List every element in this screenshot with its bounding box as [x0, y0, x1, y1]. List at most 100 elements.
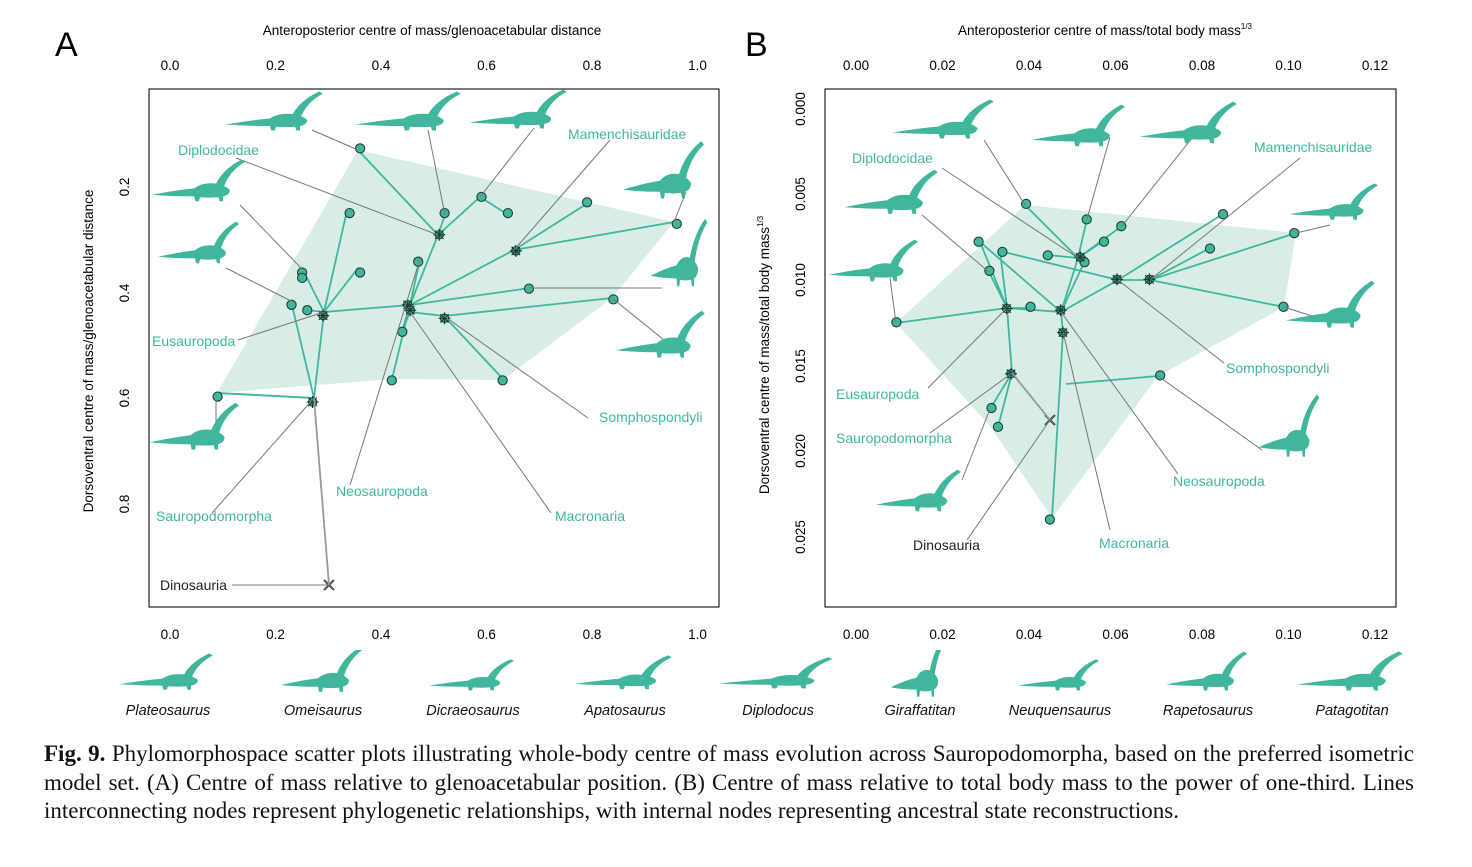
x-tick-label: 0.10 [1275, 58, 1301, 73]
tip-node-point [984, 265, 995, 276]
tip-node-point [997, 246, 1008, 258]
sauropod-silhouette-icon [1139, 101, 1237, 144]
x-tick-label: 0.6 [477, 58, 496, 73]
clade-label-eusauropoda: Eusauropoda [152, 333, 236, 349]
dicraeosaurus-silhouette-icon [428, 659, 514, 691]
x-tick-label: 0.6 [477, 627, 496, 642]
sauropod-silhouette-icon [225, 91, 323, 131]
panel-a-y-ticks: 0.2 0.4 0.6 0.8 [117, 178, 132, 514]
tip-node-point [302, 305, 313, 316]
caption-text: Phylomorphospace scatter plots illustrat… [44, 741, 1414, 823]
tip-node-point [1217, 209, 1229, 220]
sauropod-silhouette-icon [828, 239, 918, 282]
taxon-name: Plateosaurus [125, 703, 211, 719]
panel-b-top-axis-title: Anteroposterior centre of mass/total bod… [958, 22, 1253, 38]
x-tick-label: 0.00 [843, 58, 869, 73]
x-tick-label: 0.12 [1362, 58, 1388, 73]
taxon-name: Omeisaurus [283, 703, 363, 719]
x-tick-label: 0.0 [161, 58, 180, 73]
taxon-diplodocus: Diplodocus [703, 650, 853, 719]
panel-b-plot-frame [824, 88, 1397, 608]
panel-b-marks [891, 198, 1300, 525]
sauropod-silhouette-icon [875, 469, 961, 512]
x-tick-label: 1.0 [688, 58, 707, 73]
panel-b-leader-lines [889, 132, 1331, 541]
x-tick-label: 0.12 [1362, 627, 1388, 642]
panel-a-marks [212, 143, 682, 402]
sauropod-silhouette-icon [623, 141, 704, 199]
panel-b-top-axis-title-text: Anteroposterior centre of mass/total bod… [958, 23, 1241, 38]
taxon-apatosaurus: Apatosaurus [550, 650, 700, 719]
tip-node-point [581, 197, 593, 208]
x-tick-label: 0.2 [266, 58, 285, 73]
y-tick-label: 0.025 [793, 520, 808, 554]
x-tick-label: 0.4 [372, 58, 391, 73]
tip-node-point [1289, 227, 1300, 239]
clade-label-neosauropoda: Neosauropoda [336, 483, 428, 499]
taxon-name: Apatosaurus [584, 703, 666, 719]
panel-a-root-branch [313, 397, 330, 586]
rapetosaurus-silhouette-icon [1166, 651, 1247, 691]
panel-a-clade-labels: Diplodocidae Mamenchisauridae Eusauropod… [152, 126, 703, 593]
taxon-omeisaurus: Omeisaurus [248, 647, 398, 719]
y-tick-label: 0.2 [117, 178, 132, 197]
tip-node-point [986, 402, 997, 414]
panel-b-letter: B [745, 26, 768, 64]
sauropod-silhouette-icon [1288, 183, 1378, 220]
tip-node-point [212, 391, 223, 402]
panel-b: B Anteroposterior centre of mass/total b… [745, 22, 1397, 642]
y-tick-label: 0.6 [117, 389, 132, 408]
taxon-name: Dicraeosaurus [426, 703, 520, 719]
tip-node-point [1042, 250, 1053, 261]
tip-node-point [502, 207, 514, 219]
internal-node-point [1110, 273, 1123, 286]
taxa-silhouette-row: Plateosaurus Omeisaurus Dicraeosaurus Ap… [0, 634, 1472, 730]
tip-node-point [1025, 301, 1036, 312]
panel-b-root-branch [1011, 372, 1051, 421]
taxon-dicraeosaurus: Dicraeosaurus [398, 650, 548, 719]
tip-node-point [1044, 514, 1056, 525]
panel-a-top-axis-title: Anteroposterior centre of mass/glenoacet… [263, 23, 601, 38]
panel-a-leader-lines [211, 127, 687, 586]
x-tick-label: 0.0 [161, 627, 180, 642]
panel-a-y-axis-title: Dorsoventral centre of mass/glenoacetabu… [81, 190, 96, 513]
tip-node-point [1278, 301, 1289, 312]
tip-node-point [354, 267, 366, 278]
tip-node-point [523, 283, 535, 294]
caption-label: Fig. 9. [44, 741, 106, 766]
clade-label-mamenchisauridae: Mamenchisauridae [1254, 139, 1372, 155]
diplodocus-silhouette-icon [719, 657, 833, 689]
taxon-patagotitan: Patagotitan [1277, 650, 1427, 719]
taxon-plateosaurus: Plateosaurus [93, 650, 243, 719]
panel-a-bottom-ticks: 0.0 0.2 0.4 0.6 0.8 1.0 [161, 627, 707, 642]
tip-node-point [1204, 243, 1216, 254]
tip-node-point [497, 375, 508, 386]
sauropod-silhouette-icon [615, 310, 705, 358]
panel-b-y-ticks: 0.000 0.005 0.010 0.015 0.020 0.025 [793, 92, 808, 554]
x-tick-label: 0.2 [266, 627, 285, 642]
y-tick-label: 0.020 [793, 434, 808, 468]
tip-node-point [397, 326, 408, 337]
x-tick-label: 0.8 [583, 58, 602, 73]
panel-b-clade-labels: Diplodocidae Mamenchisauridae Eusauropod… [836, 139, 1372, 553]
plateosaurus-silhouette-icon [119, 653, 213, 690]
x-tick-label: 0.08 [1189, 58, 1215, 73]
taxon-name: Giraffatitan [884, 703, 956, 719]
y-tick-label: 0.000 [793, 92, 808, 126]
clade-label-dinosauria: Dinosauria [913, 537, 980, 553]
taxon-rapetosaurus: Rapetosaurus [1133, 650, 1283, 719]
sauropod-silhouette-icon [149, 402, 239, 450]
x-tick-label: 0.08 [1189, 627, 1215, 642]
taxon-name: Rapetosaurus [1162, 703, 1254, 719]
figure-caption: Fig. 9. Phylomorphospace scatter plots i… [44, 740, 1414, 826]
clade-label-macronaria: Macronaria [1099, 535, 1169, 551]
internal-node-point [1054, 304, 1067, 317]
clade-label-sauropodomorpha: Sauropodomorpha [836, 430, 952, 446]
tip-node-point [286, 299, 297, 310]
x-tick-label: 1.0 [688, 627, 707, 642]
sauropod-silhouette-icon [355, 91, 461, 131]
sauropod-silhouette-icon [1031, 104, 1125, 147]
internal-node-point [1074, 251, 1087, 264]
sauropod-silhouette-icon [469, 89, 567, 129]
